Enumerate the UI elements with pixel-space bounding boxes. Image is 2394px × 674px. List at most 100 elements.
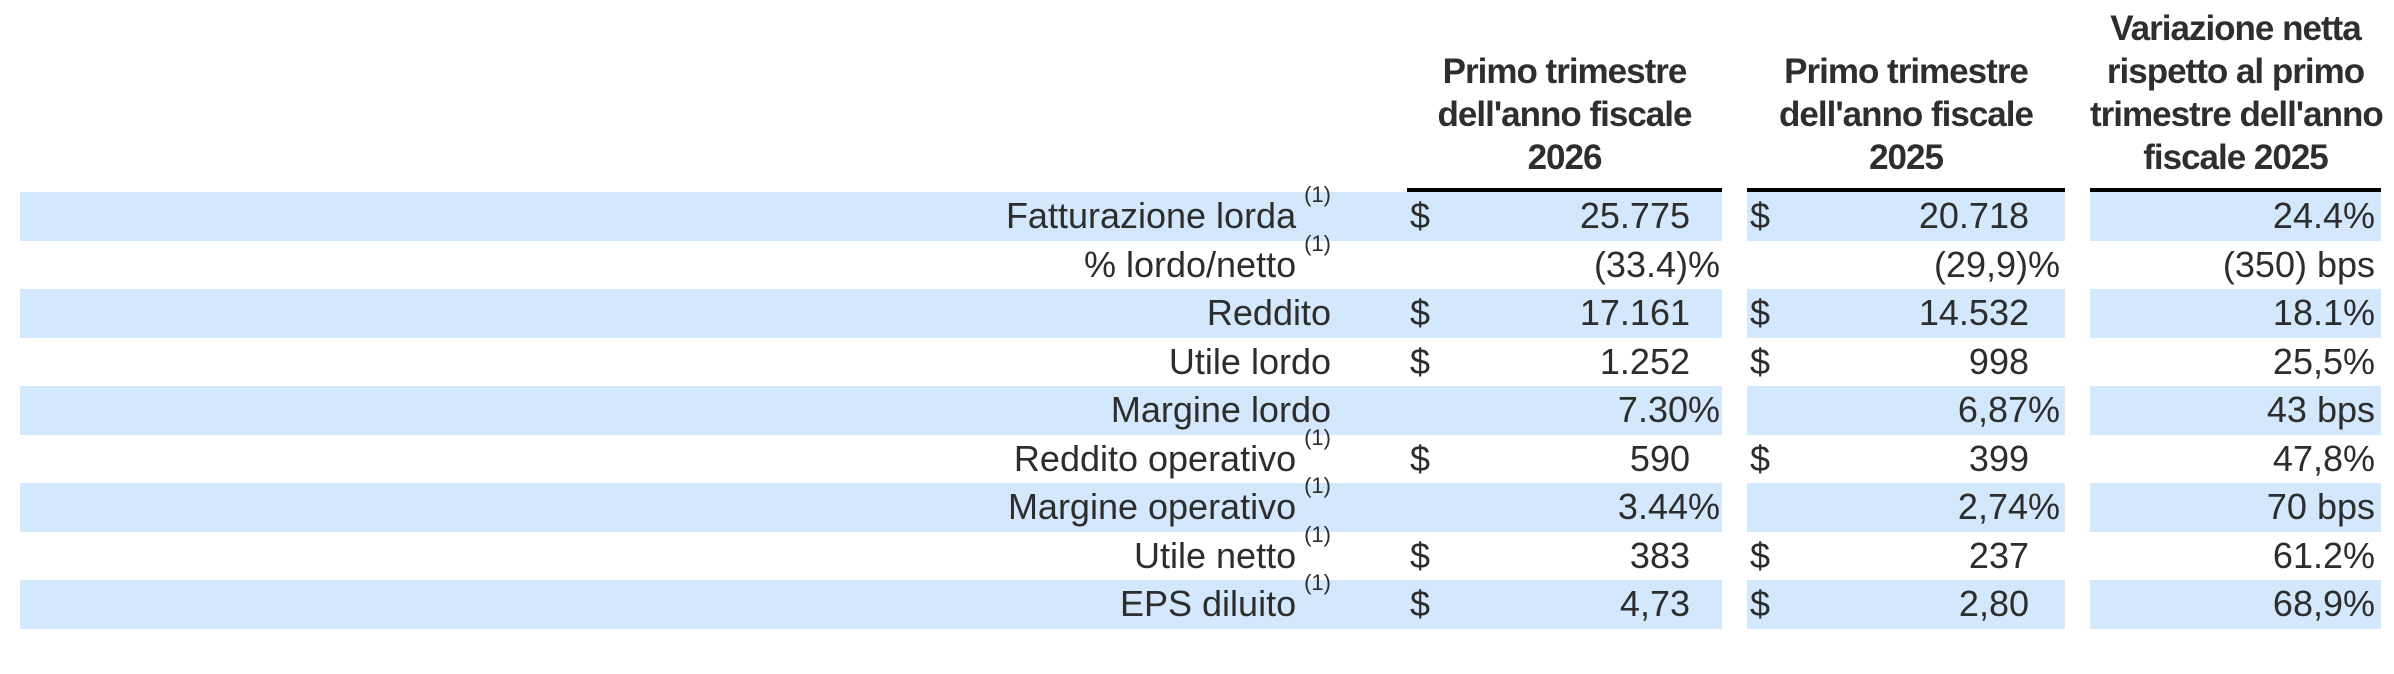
value-q1-fy2025: 6,87%	[1747, 386, 2065, 435]
row-label: % lordo/netto (1)	[20, 231, 1407, 290]
row-label-text: Reddito	[1206, 292, 1331, 333]
row-label: Utile netto (1)	[20, 522, 1407, 581]
value-net-change: 25,5%	[2272, 340, 2375, 382]
header-line: Variazione netta	[2110, 9, 2361, 48]
value-q1-fy2025: $399	[1747, 435, 2065, 484]
amount: 3.44%	[1617, 486, 1720, 527]
value-q1-fy2025: $2,80	[1747, 580, 2065, 629]
row-label-text: Utile lordo	[1168, 340, 1331, 382]
currency-symbol: $	[1750, 437, 1771, 479]
amount: 2,80	[1958, 583, 2029, 624]
currency-symbol: $	[1410, 437, 1431, 479]
amount: 998	[1968, 340, 2029, 382]
value-net-change: 43 bps	[2090, 386, 2381, 435]
row-label: Margine lordo	[20, 386, 1407, 435]
financial-results-table: Primo trimestre dell'anno fiscale 2026 P…	[20, 0, 2394, 629]
currency-symbol	[1747, 386, 1750, 435]
footnote-marker: (1)	[1304, 473, 1331, 498]
amount: 2,74%	[1957, 486, 2060, 527]
value-q1-fy2026: $4,73	[1407, 580, 1722, 629]
value-net-change: 70 bps	[2090, 483, 2381, 532]
value-net-change: (350) bps	[2222, 243, 2375, 285]
amount: (33.4)%	[1593, 243, 1720, 285]
value-net-change: 61.2%	[2272, 534, 2375, 576]
row-label-text: EPS diluito	[1120, 583, 1297, 624]
value-q1-fy2025: (29,9)%	[1747, 241, 2065, 290]
header-line: Primo trimestre	[1442, 52, 1688, 91]
footnote-marker: (1)	[1304, 521, 1331, 547]
column-header-q1-fy2026: Primo trimestre dell'anno fiscale 2026	[1407, 0, 1722, 192]
value-q1-fy2026: $1.252	[1407, 338, 1722, 387]
row-label: EPS diluito (1)	[20, 570, 1407, 629]
row-label: Reddito operativo (1)	[20, 425, 1407, 484]
value-q1-fy2025: $14.532	[1747, 289, 2065, 338]
header-line: dell'anno fiscale	[1779, 95, 2034, 134]
currency-symbol	[1747, 241, 1750, 290]
currency-symbol	[1747, 483, 1750, 532]
row-label-text: Reddito operativo	[1013, 437, 1297, 479]
header-line: rispetto al primo	[2106, 52, 2365, 91]
header-line: trimestre dell'anno	[2090, 95, 2384, 134]
footnote-marker: (1)	[1304, 570, 1331, 595]
value-q1-fy2025: $998	[1747, 338, 2065, 387]
header-gutter	[1722, 0, 1747, 192]
amount: 20.718	[1918, 195, 2029, 236]
footnote-marker: (1)	[1304, 182, 1331, 207]
amount: 4,73	[1619, 583, 1690, 624]
row-label-text: Utile netto	[1134, 534, 1297, 576]
amount: 25.775	[1579, 195, 1690, 236]
currency-symbol: $	[1750, 292, 1771, 333]
amount: 590	[1629, 437, 1690, 479]
amount: (29,9)%	[1933, 243, 2060, 285]
amount: 14.532	[1918, 292, 2029, 333]
header-line: dell'anno fiscale	[1437, 95, 1693, 134]
currency-symbol	[1407, 386, 1410, 435]
footnote-marker: (1)	[1304, 230, 1331, 256]
value-net-change: 18.1%	[2090, 289, 2381, 338]
row-label-text: Fatturazione lorda	[1005, 195, 1297, 236]
row-label: Fatturazione lorda (1)	[20, 182, 1407, 241]
row-label-text: Margine operativo	[1007, 486, 1297, 527]
row-label: Reddito	[20, 289, 1407, 338]
amount: 6,87%	[1957, 389, 2060, 430]
value-q1-fy2025: $20.718	[1747, 192, 2065, 241]
value-q1-fy2026: $25.775	[1407, 192, 1722, 241]
amount: 1.252	[1599, 340, 1690, 382]
footnote-marker: (1)	[1304, 424, 1331, 450]
row-label-text: % lordo/netto	[1083, 243, 1297, 285]
currency-symbol	[1407, 241, 1410, 290]
header-spacer-label	[20, 0, 1407, 192]
value-q1-fy2026: (33.4)%	[1407, 241, 1722, 290]
value-q1-fy2025: $237	[1747, 532, 2065, 581]
row-label: Margine operativo (1)	[20, 473, 1407, 532]
value-q1-fy2025: 2,74%	[1747, 483, 2065, 532]
amount: 399	[1968, 437, 2029, 479]
currency-symbol: $	[1410, 534, 1431, 576]
value-q1-fy2026: $383	[1407, 532, 1722, 581]
currency-symbol: $	[1750, 534, 1771, 576]
currency-symbol: $	[1410, 583, 1431, 624]
currency-symbol: $	[1750, 195, 1771, 236]
amount: 17.161	[1579, 292, 1690, 333]
value-net-change: 47,8%	[2272, 437, 2375, 479]
header-line: 2026	[1527, 138, 1603, 177]
column-header-net-change: Variazione netta rispetto al primo trime…	[2090, 0, 2384, 192]
header-line: Primo trimestre	[1784, 52, 2029, 91]
header-line: 2025	[1869, 138, 1944, 177]
value-q1-fy2026: 7.30%	[1407, 386, 1722, 435]
currency-symbol	[1407, 483, 1410, 532]
amount: 383	[1629, 534, 1690, 576]
column-header-q1-fy2025: Primo trimestre dell'anno fiscale 2025	[1747, 0, 2065, 192]
currency-symbol: $	[1750, 583, 1771, 624]
amount: 237	[1968, 534, 2029, 576]
row-label-text: Margine lordo	[1110, 389, 1331, 430]
value-q1-fy2026: 3.44%	[1407, 483, 1722, 532]
header-gutter	[2065, 0, 2090, 192]
value-net-change: 68,9%	[2090, 580, 2381, 629]
row-label: Utile lordo	[20, 338, 1407, 387]
amount: 7.30%	[1617, 389, 1720, 430]
value-net-change: 24.4%	[2090, 192, 2381, 241]
header-spacer-right	[2381, 0, 2394, 192]
value-q1-fy2026: $17.161	[1407, 289, 1722, 338]
